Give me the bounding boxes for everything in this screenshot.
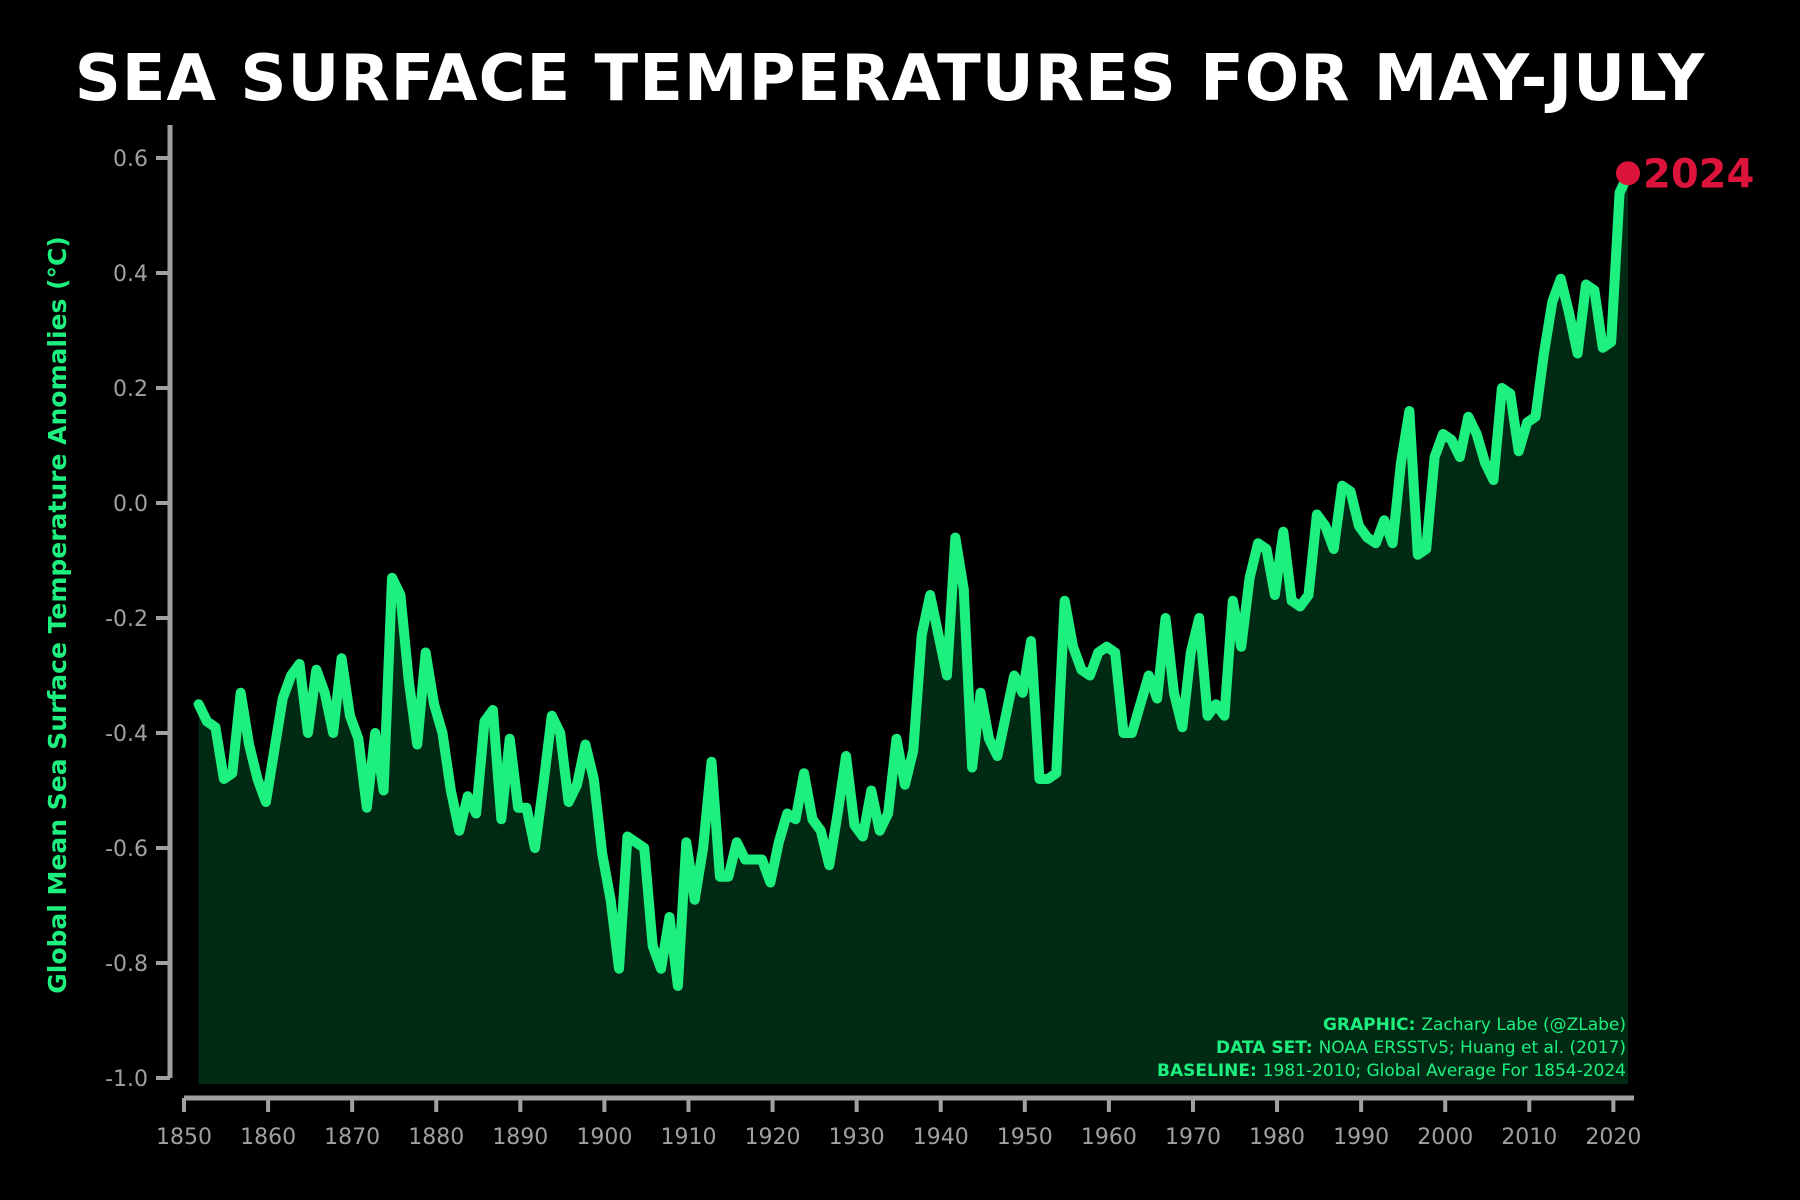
- series-area-fill: [198, 175, 1628, 1084]
- highlight-2024: 2024: [1616, 151, 1754, 197]
- chart-title: SEA SURFACE TEMPERATURES FOR MAY-JULY: [75, 42, 1706, 116]
- x-tick-label: 1900: [576, 1125, 632, 1150]
- x-tick-label: 1930: [829, 1125, 885, 1150]
- plot-area: [193, 170, 1633, 1084]
- highlight-point: [1616, 161, 1640, 186]
- x-tick-label: 2000: [1417, 1125, 1473, 1150]
- credit-value: Zachary Labe (@ZLabe): [1421, 1015, 1626, 1035]
- x-tick-label: 1980: [1249, 1125, 1305, 1150]
- credit-line: DATA SET: NOAA ERSSTv5; Huang et al. (20…: [1216, 1038, 1626, 1058]
- x-tick-label: 1940: [913, 1125, 969, 1150]
- series-line: [193, 170, 1633, 991]
- credit-line: GRAPHIC: Zachary Labe (@ZLabe): [1323, 1015, 1626, 1035]
- y-tick-label: -1.0: [105, 1067, 148, 1092]
- y-axis-label: Global Mean Sea Surface Temperature Anom…: [43, 236, 72, 994]
- x-tick-label: 1870: [324, 1125, 380, 1150]
- x-tick-label: 2010: [1501, 1125, 1557, 1150]
- x-tick-label: 1990: [1333, 1125, 1389, 1150]
- x-tick-label: 1970: [1165, 1125, 1221, 1150]
- credit-key: BASELINE:: [1157, 1061, 1263, 1081]
- y-tick-label: 0.0: [113, 492, 148, 517]
- y-axis: 0.6 0.4 0.2 0.0 -0.2 -0.4 -0.6 -0.8 -1.0: [105, 125, 173, 1092]
- y-tick-label: -0.6: [105, 837, 148, 862]
- y-tick-label: -0.2: [105, 607, 148, 632]
- x-tick-label: 1920: [745, 1125, 801, 1150]
- x-tick-label: 1910: [660, 1125, 716, 1150]
- x-tick-label: 1950: [997, 1125, 1053, 1150]
- x-axis: 1850 1860 1870 1880 1890 1900 1910 1920 1930 1940…: [156, 1095, 1641, 1150]
- y-tick-label: -0.4: [105, 722, 148, 747]
- x-tick-label: 1880: [408, 1125, 464, 1150]
- x-tick-label: 1850: [156, 1125, 212, 1150]
- y-tick-label: 0.2: [113, 377, 148, 402]
- x-tick-label: 2020: [1585, 1125, 1641, 1150]
- credit-key: DATA SET:: [1216, 1038, 1319, 1058]
- credit-value: 1981-2010; Global Average For 1854-2024: [1263, 1061, 1626, 1081]
- credit-line: BASELINE: 1981-2010; Global Average For …: [1157, 1061, 1626, 1081]
- credit-value: NOAA ERSSTv5; Huang et al. (2017): [1319, 1038, 1626, 1058]
- y-tick-label: 0.4: [113, 262, 148, 287]
- x-tick-label: 1960: [1081, 1125, 1137, 1150]
- y-tick-label: -0.8: [105, 952, 148, 977]
- x-tick-label: 1860: [240, 1125, 296, 1150]
- y-tick-label: 0.6: [113, 147, 148, 172]
- highlight-label: 2024: [1643, 151, 1754, 197]
- credit-key: GRAPHIC:: [1323, 1015, 1421, 1035]
- x-tick-label: 1890: [492, 1125, 548, 1150]
- credits-annotations: GRAPHIC: Zachary Labe (@ZLabe) DATA SET: …: [1157, 1015, 1626, 1081]
